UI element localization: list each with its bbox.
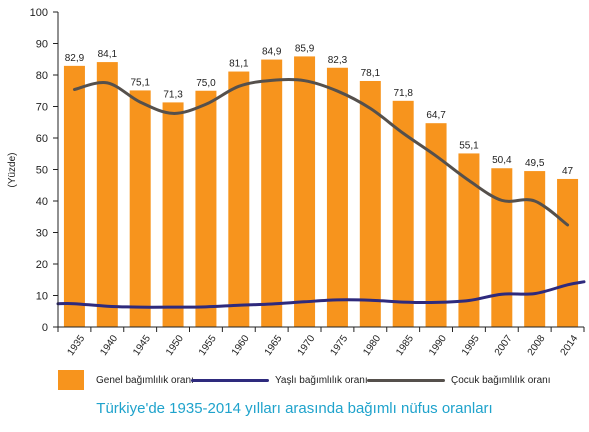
bar-value-label: 85,9 bbox=[295, 43, 315, 54]
legend-swatch-general bbox=[58, 370, 84, 390]
x-tick-label: 1975 bbox=[329, 333, 351, 358]
x-tick-label: 1995 bbox=[460, 333, 482, 358]
legend-item-child: Çocuk bağımlılık oranı bbox=[367, 370, 551, 390]
bar-value-label: 82,9 bbox=[65, 53, 85, 64]
series-line-child bbox=[72, 77, 570, 227]
y-tick-label: 20 bbox=[36, 259, 48, 271]
bar bbox=[326, 67, 348, 327]
bar-value-label: 71,8 bbox=[393, 88, 413, 99]
bar bbox=[228, 71, 250, 327]
bar-value-label: 64,7 bbox=[426, 110, 446, 121]
bar-value-label: 75,0 bbox=[196, 78, 216, 89]
x-tick-label: 1935 bbox=[66, 333, 88, 358]
y-tick-label: 30 bbox=[36, 228, 48, 240]
x-tick-label: 1955 bbox=[197, 333, 219, 358]
x-tick-label: 1970 bbox=[296, 333, 318, 358]
chart-caption: Türkiye'de 1935-2014 yılları arasında ba… bbox=[96, 400, 493, 417]
y-tick-label: 40 bbox=[36, 196, 48, 208]
bar bbox=[129, 90, 151, 327]
bar bbox=[524, 171, 546, 327]
bar bbox=[425, 123, 447, 327]
bar bbox=[195, 90, 217, 327]
x-tick-label: 1950 bbox=[164, 333, 186, 358]
legend-swatch-old-age bbox=[191, 378, 269, 382]
bar bbox=[162, 102, 184, 327]
legend-label-old-age: Yaşlı bağımlılık oranı bbox=[275, 374, 368, 386]
bar-value-label: 75,1 bbox=[130, 77, 150, 88]
bar bbox=[96, 62, 118, 328]
x-tick-label: 1960 bbox=[230, 333, 252, 358]
legend-item-old-age: Yaşlı bağımlılık oranı bbox=[191, 370, 368, 390]
bar bbox=[458, 153, 480, 327]
y-tick-label: 10 bbox=[36, 291, 48, 303]
y-tick-label: 50 bbox=[36, 165, 48, 177]
bar-value-label: 71,3 bbox=[163, 89, 183, 100]
bar bbox=[261, 59, 283, 327]
x-tick-label: 1940 bbox=[98, 333, 120, 358]
bar-value-label: 82,3 bbox=[328, 55, 348, 66]
legend-label-child: Çocuk bağımlılık oranı bbox=[451, 374, 551, 386]
x-tick-label: 2007 bbox=[493, 333, 515, 358]
x-tick-label: 2008 bbox=[526, 333, 548, 358]
x-tick-label: 1990 bbox=[427, 333, 449, 358]
y-tick-label: 90 bbox=[36, 39, 48, 51]
bar bbox=[392, 100, 414, 327]
x-tick-label: 1985 bbox=[394, 333, 416, 358]
bar bbox=[294, 56, 316, 327]
bar-value-label: 49,5 bbox=[525, 158, 545, 169]
series-line-old-age bbox=[56, 280, 586, 309]
bar-value-label: 84,9 bbox=[262, 47, 282, 58]
y-tick-label: 100 bbox=[30, 7, 48, 19]
y-tick-label: 0 bbox=[42, 322, 48, 334]
y-tick-label: 60 bbox=[36, 133, 48, 145]
bar bbox=[557, 178, 579, 327]
bar bbox=[359, 80, 381, 327]
bar-value-label: 50,4 bbox=[492, 155, 512, 166]
x-tick-label: 1965 bbox=[263, 333, 285, 358]
bar bbox=[491, 168, 513, 327]
bar-value-label: 47 bbox=[562, 166, 574, 177]
bar-value-label: 84,1 bbox=[98, 49, 118, 60]
chart-legend: Genel bağımlılık oranı Yaşlı bağımlılık … bbox=[0, 370, 589, 390]
bar-value-label: 78,1 bbox=[361, 68, 381, 79]
x-tick-label: 2014 bbox=[559, 333, 581, 358]
bar-value-label: 55,1 bbox=[459, 140, 479, 151]
legend-label-general: Genel bağımlılık oranı bbox=[96, 374, 194, 386]
x-tick-label: 1945 bbox=[131, 333, 153, 358]
x-tick-label: 1980 bbox=[361, 333, 383, 358]
legend-swatch-child bbox=[367, 378, 445, 382]
y-tick-label: 80 bbox=[36, 70, 48, 82]
legend-item-general: Genel bağımlılık oranı bbox=[58, 370, 194, 390]
bar-value-label: 81,1 bbox=[229, 59, 249, 70]
y-tick-label: 70 bbox=[36, 102, 48, 114]
dependency-ratio-chart: 0 10 20 30 40 50 60 70 80 90 100 (Yüzde) 82,9 84,1 75,… bbox=[7, 7, 586, 358]
y-axis-title: (Yüzde) bbox=[7, 152, 18, 187]
bar bbox=[63, 65, 85, 328]
